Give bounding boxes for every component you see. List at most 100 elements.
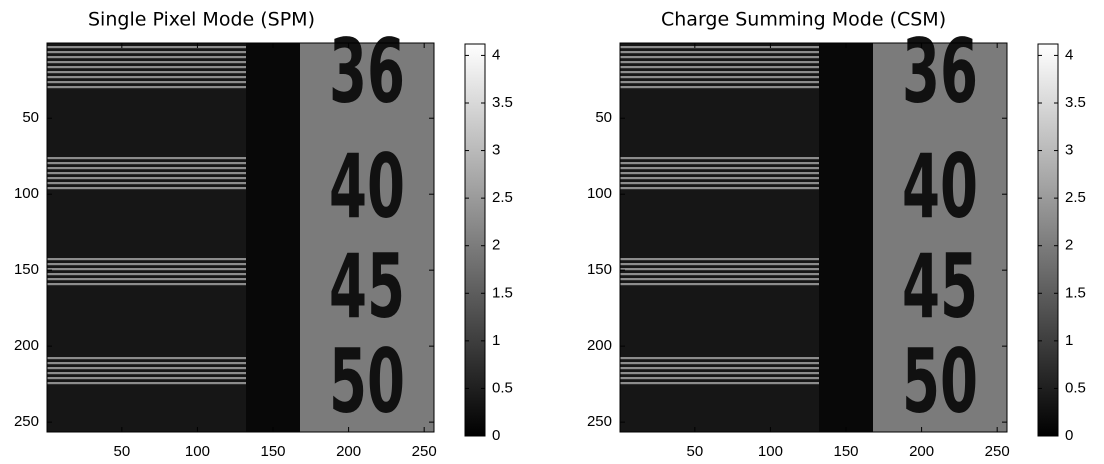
stripe (620, 76, 819, 79)
stripe (620, 268, 819, 271)
stripe (620, 162, 819, 165)
stripe (620, 61, 819, 64)
y-tick-label: 200 (14, 337, 39, 354)
stripe (620, 263, 819, 266)
stripe (620, 46, 819, 49)
chart-title: Charge Summing Mode (CSM) (661, 9, 946, 31)
y-tick-label: 150 (587, 261, 612, 278)
stripe (47, 268, 246, 271)
y-tick-label: 50 (22, 109, 39, 126)
stripe (620, 273, 819, 276)
colorbar-tick-label: 1.5 (1065, 284, 1086, 301)
colorbar (1037, 43, 1059, 437)
x-tick-label: 200 (336, 443, 361, 460)
stripe (620, 278, 819, 281)
stripe (47, 66, 246, 69)
stripe (47, 157, 246, 160)
image-label: 45 (902, 235, 978, 338)
stripe (620, 372, 819, 375)
chart-title: Single Pixel Mode (SPM) (88, 9, 315, 31)
stripe (47, 167, 246, 170)
colorbar-tick-label: 2 (492, 237, 500, 254)
stripe (620, 177, 819, 180)
stripe (47, 283, 246, 286)
stripe (47, 258, 246, 261)
x-tick-label: 200 (909, 443, 934, 460)
image (47, 43, 434, 432)
x-tick-label: 100 (758, 443, 783, 460)
colorbar-tick-label: 4 (492, 46, 500, 63)
stripe (47, 51, 246, 54)
colorbar-tick-label: 2.5 (492, 189, 513, 206)
colorbar-tick-label: 3.5 (492, 94, 513, 111)
stripe (620, 187, 819, 190)
stripe (47, 377, 246, 380)
x-tick-label: 250 (412, 443, 437, 460)
image-label: 36 (902, 20, 978, 123)
stripe (47, 382, 246, 385)
stripe (620, 71, 819, 74)
colorbar (464, 43, 486, 437)
stripe (47, 263, 246, 266)
stripe (620, 283, 819, 286)
x-tick-label: 150 (833, 443, 858, 460)
colorbar-tick-label: 1 (492, 332, 500, 349)
y-tick-label: 150 (14, 261, 39, 278)
colorbar-tick-label: 3 (1065, 142, 1073, 159)
image (620, 43, 1007, 432)
stripe (620, 258, 819, 261)
y-tick-label: 50 (595, 109, 612, 126)
x-tick-label: 100 (185, 443, 210, 460)
image-label: 36 (329, 20, 405, 123)
image-label: 40 (329, 135, 405, 238)
stripe (620, 377, 819, 380)
stripe (620, 56, 819, 59)
stripe (47, 367, 246, 370)
colorbar-tick-label: 0.5 (492, 379, 513, 396)
stripe (620, 367, 819, 370)
dark-band (819, 43, 873, 432)
colorbar-tick-label: 1.5 (492, 284, 513, 301)
colorbar-tick-label: 2.5 (1065, 189, 1086, 206)
stripe (47, 187, 246, 190)
x-tick-label: 250 (985, 443, 1010, 460)
x-tick-label: 150 (260, 443, 285, 460)
stripe (47, 372, 246, 375)
colorbar-tick-label: 3 (492, 142, 500, 159)
stripe (620, 86, 819, 89)
y-tick-label: 200 (587, 337, 612, 354)
stripe (47, 71, 246, 74)
colorbar-tick-label: 0 (1065, 427, 1073, 444)
stripe (47, 76, 246, 79)
stripe (620, 66, 819, 69)
stripe (47, 86, 246, 89)
image-label: 50 (902, 330, 978, 433)
axes-frame (46, 42, 435, 433)
stripe (47, 46, 246, 49)
stripe (47, 56, 246, 59)
stripe (47, 278, 246, 281)
stripe (47, 362, 246, 365)
x-tick-label: 50 (113, 443, 130, 460)
y-tick-label: 100 (587, 185, 612, 202)
colorbar-tick-label: 1 (1065, 332, 1073, 349)
colorbar-tick-label: 3.5 (1065, 94, 1086, 111)
stripe (620, 157, 819, 160)
stripe (47, 273, 246, 276)
image-label: 40 (902, 135, 978, 238)
y-tick-label: 250 (14, 413, 39, 430)
stripe (620, 81, 819, 84)
stripe (620, 362, 819, 365)
stripe (47, 61, 246, 64)
stripe (620, 182, 819, 185)
gray-panel (300, 43, 434, 432)
image-label: 45 (329, 235, 405, 338)
dark-band (246, 43, 300, 432)
stripe (47, 182, 246, 185)
stripe (620, 357, 819, 360)
stripe (620, 167, 819, 170)
stripe (47, 162, 246, 165)
stripe (47, 172, 246, 175)
colorbar-tick-label: 0 (492, 427, 500, 444)
